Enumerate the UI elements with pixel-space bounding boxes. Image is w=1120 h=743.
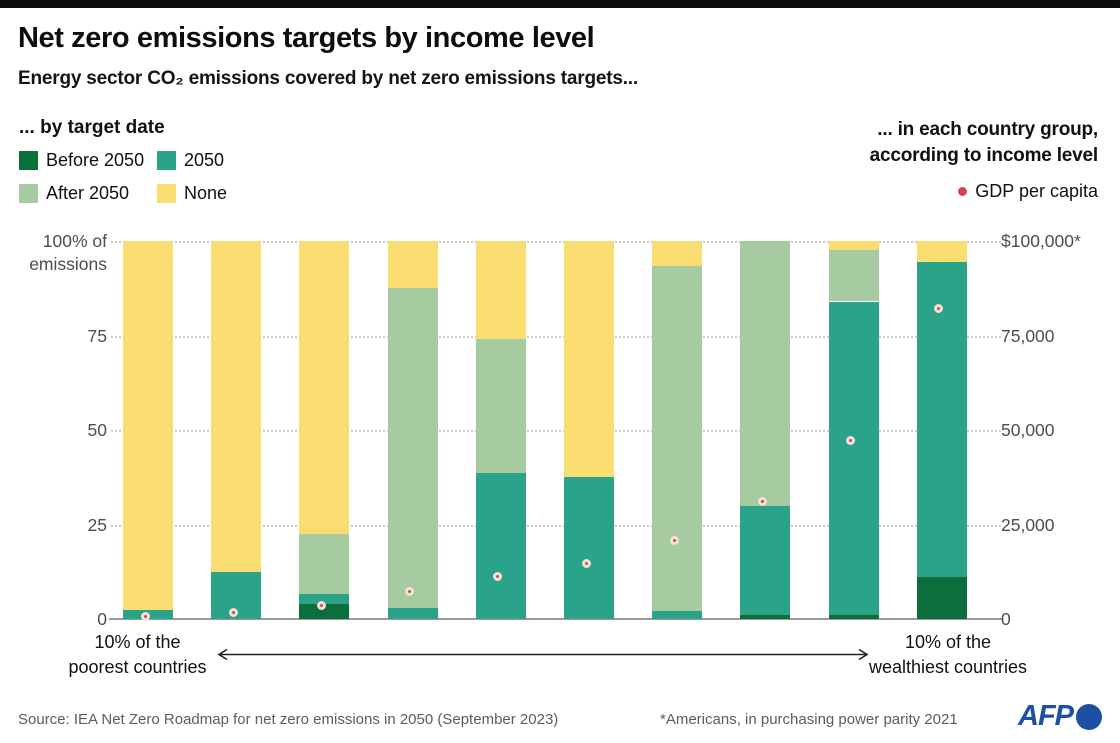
- gdp-per-capita-dot: [493, 572, 503, 582]
- bar-segment-after-2050: [828, 250, 879, 302]
- legend-income-line2: according to income level: [869, 145, 1099, 166]
- legend-row-1: Before 2050 2050: [19, 150, 224, 171]
- legend-item-label: Before 2050: [46, 150, 145, 170]
- legend-item-label: After 2050: [46, 183, 130, 203]
- chart-area: 100% of emissions 75 50 25 0 $100,000* 75,000 5…: [0, 231, 1120, 629]
- y-axis-left-tick-label: 50: [87, 420, 107, 440]
- bar-segment-before-2050: [916, 577, 967, 619]
- source-text: Source: IEA Net Zero Roadmap for net zer…: [18, 711, 559, 728]
- bar-segment-2050: [564, 477, 614, 619]
- gridline: [111, 335, 1001, 338]
- afp-logo-circle-icon: [1076, 703, 1102, 730]
- gridline: [111, 241, 1001, 243]
- gdp-per-capita-dot: [581, 558, 591, 568]
- gdp-legend-label: GDP per capita: [975, 181, 1098, 201]
- x-axis-label-wealthiest: 10% of the wealthiest countries: [868, 632, 1028, 677]
- bar-segment-none: [387, 241, 438, 289]
- legend-item-label: None: [184, 183, 228, 203]
- bar-segment-after-2050: [740, 241, 791, 506]
- bar-segment-none: [299, 241, 350, 534]
- y-axis-right-tick-label: 0: [1001, 609, 1011, 629]
- page-title: Net zero emissions targets by income lev…: [18, 22, 595, 54]
- bar-segment-none: [828, 241, 879, 251]
- legend-target-date-title: ... by target date: [19, 117, 165, 138]
- bar-segment-after-2050: [475, 339, 526, 474]
- bar-segment-2050: [475, 473, 526, 619]
- legend-row-2: After 2050 None: [19, 183, 227, 204]
- y-axis-right-tick-label: 75,000: [1001, 325, 1055, 346]
- gdp-dot-icon: [958, 187, 968, 196]
- bar-segment-none: [564, 241, 614, 478]
- top-black-bar: [0, 0, 1120, 8]
- income-direction-arrow-icon: [217, 648, 869, 661]
- gdp-per-capita-dot: [316, 600, 326, 610]
- gdp-per-capita-dot: [669, 536, 679, 546]
- gdp-per-capita-dot: [934, 303, 944, 313]
- x-axis-label-poorest: 10% of the poorest countries: [68, 632, 207, 677]
- gdp-per-capita-dot: [846, 436, 856, 446]
- bar-segment-none: [916, 241, 967, 262]
- bar-segment-none: [475, 241, 526, 340]
- y-axis-right-tick-label: $100,000*: [1001, 231, 1081, 251]
- legend-income-group: ... in each country group, according to …: [869, 117, 1099, 202]
- legend-item-label: 2050: [184, 150, 225, 170]
- y-axis-right-tick-label: 50,000: [1001, 420, 1055, 440]
- bar-segment-2050: [652, 611, 703, 619]
- bar-segment-2050: [387, 607, 438, 619]
- page-subtitle: Energy sector CO₂ emissions covered by n…: [18, 68, 638, 89]
- bar-segment-none: [211, 241, 262, 572]
- bar-segment-before-2050: [740, 615, 791, 619]
- gdp-per-capita-dot: [405, 587, 415, 597]
- bar-segment-after-2050: [652, 265, 703, 612]
- gdp-per-capita-dot: [757, 496, 767, 506]
- bar-segment-after-2050: [387, 288, 438, 608]
- bar-segment-before-2050: [828, 615, 879, 619]
- bar-segment-none: [123, 241, 173, 610]
- gdp-per-capita-dot: [228, 608, 238, 618]
- bar-segment-2050: [740, 505, 791, 616]
- afp-logo: AFP: [1018, 700, 1102, 733]
- y-axis-right-tick-label: 25,000: [1001, 514, 1055, 535]
- gridline: [111, 430, 1001, 432]
- y-axis-left-tick-label: 100% of emissions: [29, 231, 107, 274]
- after-2050-swatch-icon: [19, 184, 38, 203]
- gridline: [111, 524, 1001, 527]
- bar-segment-2050: [828, 301, 879, 616]
- bar-segment-after-2050: [299, 533, 350, 595]
- gdp-per-capita-dot: [140, 611, 150, 621]
- footnote-text: *Americans, in purchasing power parity 2…: [660, 711, 958, 728]
- gdp-legend: GDP per capita: [870, 181, 1098, 202]
- x-axis-line: [109, 618, 1003, 620]
- bar-segment-2050: [299, 594, 350, 604]
- plot-area: [109, 241, 1003, 621]
- y-axis-left-tick-label: 75: [87, 325, 107, 346]
- none-swatch-icon: [157, 184, 176, 203]
- bar-segment-before-2050: [299, 603, 350, 619]
- before-2050-swatch-icon: [19, 151, 38, 170]
- afp-logo-text: AFP: [1018, 700, 1074, 732]
- y-axis-left-tick-label: 25: [87, 514, 107, 535]
- bar-segment-2050: [916, 261, 967, 578]
- y-axis-left-tick-label: 0: [97, 609, 107, 629]
- legend-income-line1: ... in each country group,: [877, 119, 1098, 140]
- bar-segment-none: [652, 241, 703, 266]
- 2050-swatch-icon: [157, 151, 176, 170]
